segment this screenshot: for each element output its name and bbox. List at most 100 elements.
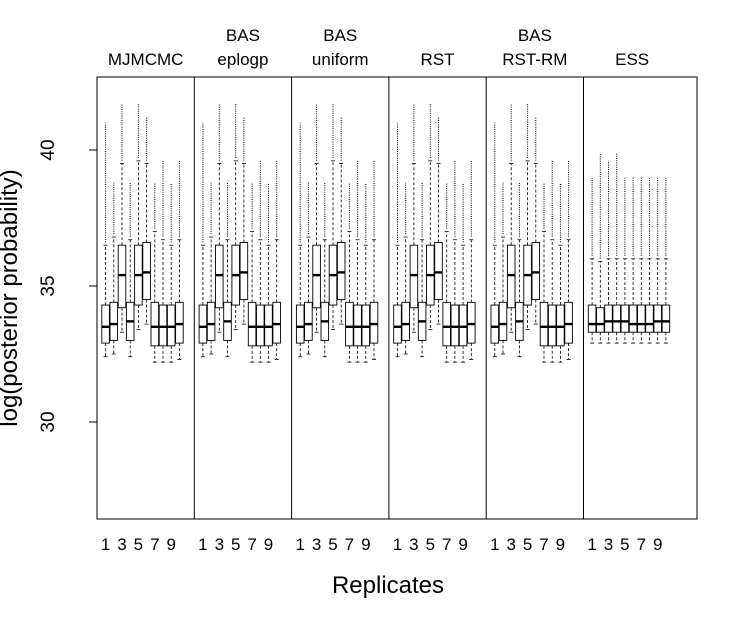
boxplot-box: [645, 177, 654, 344]
box-iqr: [158, 304, 168, 347]
box-iqr: [506, 244, 516, 309]
boxplot-box: [295, 122, 305, 358]
x-tick-label: 1: [295, 535, 304, 554]
x-tick-label: 7: [637, 535, 646, 554]
boxplot-box: [556, 182, 565, 363]
box-iqr: [556, 304, 565, 347]
x-tick-label: 3: [312, 535, 321, 554]
x-tick-label: 9: [264, 535, 273, 554]
x-tick-label: 5: [328, 535, 337, 554]
box-iqr: [661, 304, 671, 333]
boxplot-box: [450, 160, 460, 363]
box-iqr: [353, 304, 362, 347]
boxplot-box: [264, 182, 273, 363]
x-tick-label: 7: [345, 535, 354, 554]
box-iqr: [361, 304, 371, 347]
box-iqr: [239, 242, 249, 301]
boxplot-box: [498, 182, 508, 355]
boxplot-box: [620, 177, 630, 344]
x-tick-label: 7: [442, 535, 451, 554]
boxplot-box: [515, 182, 524, 358]
boxplot-box: [328, 103, 338, 330]
boxplot-box: [158, 160, 168, 363]
boxplot-box: [142, 117, 151, 325]
boxplot-box: [539, 182, 549, 363]
x-tick-label: 9: [458, 535, 467, 554]
x-tick-label: 3: [409, 535, 418, 554]
box-iqr: [467, 301, 476, 344]
boxplot-box: [215, 103, 224, 333]
box-iqr: [490, 304, 500, 344]
box-iqr: [604, 304, 613, 333]
y-tick-label: 35: [38, 275, 59, 296]
boxplot-box: [109, 182, 119, 355]
boxplot-box: [531, 117, 541, 325]
panel-title: ESS: [615, 50, 649, 69]
boxplot-box: [467, 160, 476, 360]
boxplot-box: [490, 122, 500, 358]
x-tick-label: 5: [523, 535, 532, 554]
boxplot-box: [523, 103, 532, 330]
boxplot-box: [417, 182, 427, 358]
box-iqr: [401, 301, 410, 341]
box-iqr: [336, 242, 346, 301]
box-iqr: [150, 301, 160, 347]
x-tick-label: 1: [393, 535, 402, 554]
box-iqr: [142, 242, 151, 301]
boxplot-box: [401, 182, 410, 355]
boxplot-box: [231, 103, 240, 330]
box-iqr: [442, 301, 451, 347]
x-tick-label: 5: [426, 535, 435, 554]
panel-title: BAS: [226, 26, 260, 45]
box-iqr: [539, 301, 549, 347]
boxplot-box: [320, 182, 330, 358]
x-tick-label: 1: [198, 535, 207, 554]
box-iqr: [312, 244, 321, 309]
boxplot-box: [256, 160, 265, 363]
boxplot-marks: [101, 103, 671, 363]
boxplot-box: [393, 122, 402, 358]
panel-title: RST-RM: [502, 50, 567, 69]
box-iqr: [117, 244, 127, 309]
boxplot-box: [166, 182, 176, 363]
box-iqr: [450, 304, 460, 347]
box-iqr: [272, 301, 281, 344]
box-iqr: [628, 304, 638, 333]
boxplot-box: [353, 160, 362, 363]
box-iqr: [206, 301, 216, 341]
boxplot-box: [506, 103, 516, 333]
y-axis-label: log(posterior probability): [0, 169, 23, 426]
y-tick-label: 30: [38, 411, 59, 432]
panel-title: BAS: [323, 26, 357, 45]
boxplot-box: [134, 103, 143, 330]
boxplot-box: [604, 160, 613, 344]
box-iqr: [637, 304, 646, 333]
boxplot-box: [125, 182, 135, 358]
boxplot-box: [304, 182, 313, 355]
boxplot-box: [361, 182, 371, 363]
x-tick-label: 3: [117, 535, 126, 554]
boxplot-box: [247, 182, 257, 363]
x-tick-label: 9: [361, 535, 370, 554]
plot-frame: [96, 76, 698, 520]
box-iqr: [547, 304, 557, 347]
panel-title: BAS: [518, 26, 552, 45]
x-axis-label: Replicates: [332, 572, 444, 599]
box-iqr: [653, 304, 662, 333]
x-tick-label: 7: [150, 535, 159, 554]
x-tick-label: 5: [620, 535, 629, 554]
boxplot-box: [369, 160, 379, 360]
panel-title: uniform: [312, 50, 369, 69]
box-iqr: [645, 304, 654, 333]
panel-dividers: [193, 77, 584, 519]
boxplot-box: [587, 177, 597, 344]
box-iqr: [369, 301, 379, 344]
box-iqr: [458, 304, 468, 347]
boxplot-box: [345, 182, 354, 363]
box-iqr: [564, 301, 573, 344]
box-iqr: [101, 304, 110, 344]
box-iqr: [256, 304, 265, 347]
boxplot-box: [175, 160, 184, 360]
box-iqr: [304, 301, 313, 341]
